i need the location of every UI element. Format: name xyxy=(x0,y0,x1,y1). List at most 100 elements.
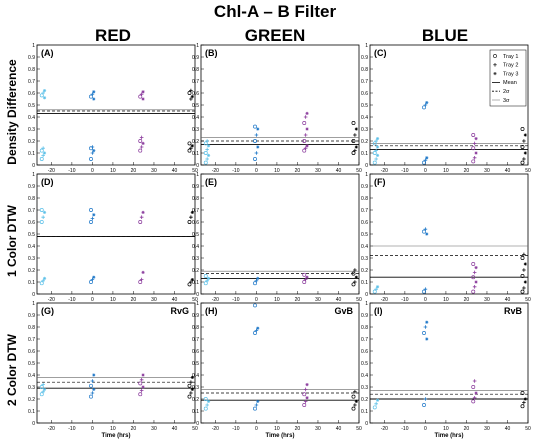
data-point xyxy=(203,274,208,278)
x-tick-label: 0 xyxy=(255,426,258,432)
data-point xyxy=(423,325,428,329)
data-point xyxy=(253,281,257,286)
legend-label: 2σ xyxy=(503,89,510,95)
y-tick-label: 0.2 xyxy=(28,139,35,145)
data-point xyxy=(205,139,209,143)
data-point xyxy=(256,399,260,403)
x-tick-label: 20 xyxy=(464,426,470,432)
y-tick-label: 0.9 xyxy=(192,55,199,61)
data-point xyxy=(203,151,208,155)
y-tick-label: 1 xyxy=(196,43,199,49)
x-tick-label: 0 xyxy=(255,168,258,174)
data-point xyxy=(203,397,208,401)
data-point xyxy=(422,289,426,294)
y-tick-label: 0.2 xyxy=(28,268,35,274)
x-tick-label: 30 xyxy=(315,297,321,303)
data-point xyxy=(425,337,429,341)
x-tick-label: 50 xyxy=(356,426,362,432)
y-tick-label: 0 xyxy=(365,421,368,427)
x-tick-label: 10 xyxy=(110,426,116,432)
plot-frame xyxy=(369,302,529,424)
data-point xyxy=(141,210,145,214)
x-tick-label: 30 xyxy=(151,168,157,174)
y-tick-label: 0.9 xyxy=(28,184,35,190)
data-point xyxy=(141,373,145,377)
data-point xyxy=(302,148,307,153)
y-tick-label: 0.6 xyxy=(28,220,35,226)
data-point xyxy=(372,160,377,165)
data-point xyxy=(422,160,426,165)
x-tick-label: 50 xyxy=(192,297,198,303)
x-tick-label: 50 xyxy=(525,297,531,303)
y-tick-label: 0.2 xyxy=(192,268,199,274)
plot-frame xyxy=(200,44,360,166)
data-point xyxy=(303,133,308,137)
data-point xyxy=(187,91,192,95)
data-point xyxy=(203,160,208,165)
data-point xyxy=(92,97,96,101)
plot-frame xyxy=(200,173,360,295)
y-tick-label: 0.7 xyxy=(192,337,199,343)
data-point xyxy=(189,391,193,395)
data-point xyxy=(474,151,478,155)
y-tick-label: 0.2 xyxy=(361,139,368,145)
y-tick-label: 0.7 xyxy=(361,79,368,85)
data-point xyxy=(92,373,96,377)
panel-label: (G) xyxy=(41,306,54,316)
data-point xyxy=(354,275,358,279)
data-point xyxy=(302,139,307,143)
y-tick-label: 0.7 xyxy=(28,337,35,343)
panel-label: (E) xyxy=(205,177,217,187)
y-tick-label: 0.2 xyxy=(361,268,368,274)
data-point xyxy=(520,127,525,131)
y-tick-label: 0.5 xyxy=(361,232,368,238)
x-tick-label: -20 xyxy=(48,426,55,432)
x-tick-label: -20 xyxy=(381,426,388,432)
y-tick-label: 0.4 xyxy=(361,115,368,121)
data-point xyxy=(423,287,428,291)
panel-annotation: RvG xyxy=(170,306,189,316)
x-axis-label: Time (hrs) xyxy=(266,433,295,439)
x-tick-label: -20 xyxy=(48,168,55,174)
y-tick-label: 0.6 xyxy=(28,91,35,97)
data-point xyxy=(189,215,193,219)
data-point xyxy=(471,275,476,280)
data-point xyxy=(189,97,193,101)
data-point xyxy=(139,215,144,219)
data-point xyxy=(138,139,143,143)
y-tick-label: 0.4 xyxy=(28,115,35,121)
data-point xyxy=(138,220,143,224)
y-tick-label: 0.9 xyxy=(192,184,199,190)
data-point xyxy=(471,289,476,294)
data-point xyxy=(303,277,308,282)
data-point xyxy=(254,328,259,333)
data-point xyxy=(471,159,476,164)
x-tick-label: 20 xyxy=(131,168,137,174)
data-point xyxy=(90,92,95,96)
data-point xyxy=(425,101,429,105)
data-point xyxy=(472,396,477,400)
y-tick-label: 0.6 xyxy=(361,220,368,226)
data-point xyxy=(422,331,426,335)
data-point xyxy=(522,286,526,290)
data-point xyxy=(374,287,378,291)
data-point xyxy=(89,383,93,388)
data-point xyxy=(522,139,526,143)
y-tick-label: 1 xyxy=(32,43,35,49)
data-point xyxy=(205,279,209,283)
data-point xyxy=(141,97,145,101)
data-point xyxy=(39,281,44,286)
y-tick-label: 0.1 xyxy=(192,409,199,415)
x-tick-label: 0 xyxy=(424,426,427,432)
data-point xyxy=(375,153,380,157)
data-point xyxy=(354,127,358,131)
y-tick-label: 0.9 xyxy=(28,55,35,61)
plot-frame xyxy=(36,302,196,424)
x-tick-label: -20 xyxy=(381,297,388,303)
data-point xyxy=(90,216,95,221)
y-tick-label: 0.5 xyxy=(28,103,35,109)
data-point xyxy=(520,256,525,260)
data-point xyxy=(42,96,47,100)
y-tick-label: 0.9 xyxy=(192,313,199,319)
